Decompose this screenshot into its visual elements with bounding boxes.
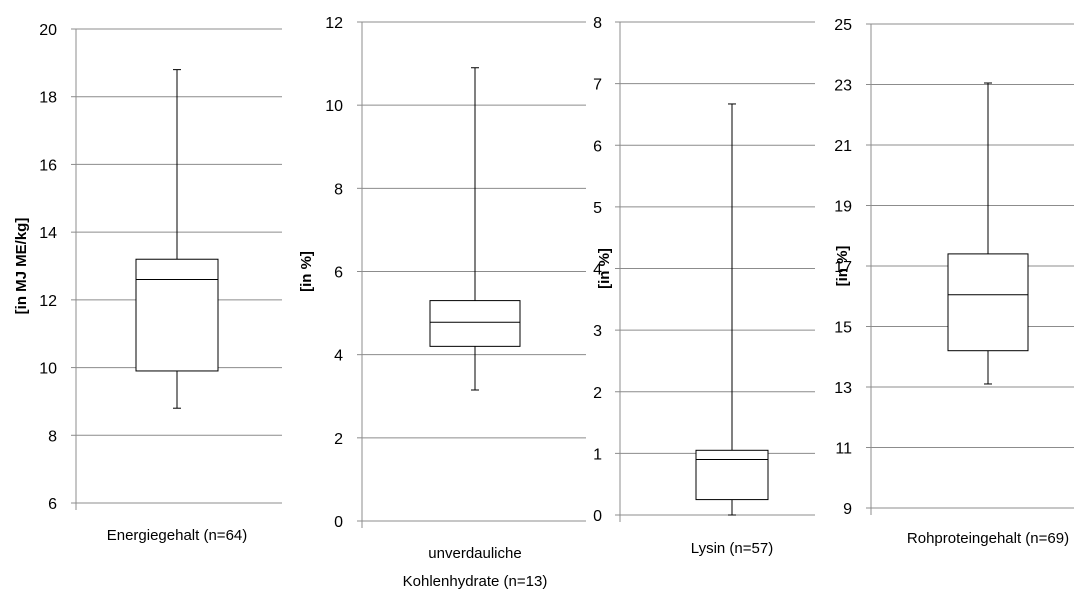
y-tick-label: 11	[835, 441, 852, 458]
y-tick-label: 9	[843, 501, 852, 518]
y-tick-label: 19	[834, 199, 852, 216]
y-tick-label: 3	[593, 323, 602, 340]
y-tick-label: 2	[334, 431, 343, 448]
y-axis-label: [in %]	[298, 251, 315, 292]
y-tick-label: 5	[593, 200, 602, 217]
category-label: unverdauliche	[428, 545, 521, 562]
y-tick-label: 12	[39, 293, 57, 310]
y-tick-label: 0	[334, 514, 343, 531]
y-tick-label: 6	[593, 138, 602, 155]
y-tick-label: 0	[593, 508, 602, 525]
y-tick-label: 6	[334, 265, 343, 282]
y-tick-label: 8	[48, 428, 57, 445]
y-tick-label: 20	[39, 22, 57, 39]
y-tick-label: 15	[834, 320, 852, 337]
y-tick-label: 2	[593, 385, 602, 402]
y-tick-label: 4	[593, 262, 602, 279]
y-tick-label: 17	[834, 259, 852, 276]
iqr-box	[695, 449, 769, 501]
y-tick-label: 21	[834, 138, 852, 155]
y-tick-label: 16	[39, 157, 57, 174]
y-tick-label: 23	[834, 78, 852, 95]
y-tick-label: 4	[334, 348, 343, 365]
iqr-box	[429, 300, 521, 347]
y-tick-label: 1	[593, 446, 602, 463]
y-axis-label: [in %]	[596, 248, 613, 289]
y-tick-label: 14	[39, 225, 57, 242]
category-label: Energiegehalt (n=64)	[107, 527, 248, 544]
y-tick-label: 8	[334, 181, 343, 198]
y-axis-label: [in %]	[834, 246, 851, 287]
category-label: Rohproteingehalt (n=69)	[907, 530, 1069, 547]
category-label: Lysin (n=57)	[691, 540, 773, 557]
y-axis-label: [in MJ ME/kg]	[13, 218, 30, 315]
category-label: Kohlenhydrate (n=13)	[403, 573, 548, 590]
iqr-box	[135, 258, 219, 372]
y-tick-label: 10	[39, 361, 57, 378]
y-tick-label: 25	[834, 17, 852, 34]
y-tick-label: 18	[39, 90, 57, 107]
y-tick-label: 10	[325, 98, 343, 115]
y-tick-label: 12	[325, 15, 343, 32]
iqr-box	[947, 253, 1029, 352]
y-tick-label: 6	[48, 496, 57, 513]
y-tick-label: 8	[593, 15, 602, 32]
y-tick-label: 7	[593, 77, 602, 94]
y-tick-label: 13	[834, 380, 852, 397]
